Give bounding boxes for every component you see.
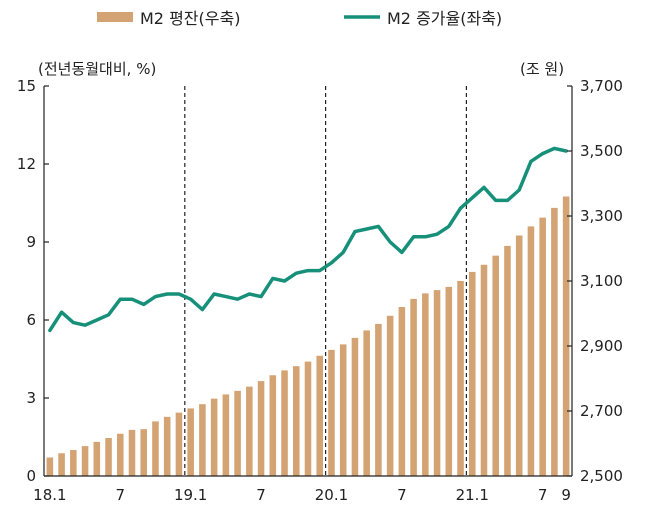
bar-2019-11 (304, 361, 312, 476)
legend-bar-label: M2 평잔(우축) (140, 9, 240, 28)
legend: M2 평잔(우축) M2 증가율(좌축) (97, 9, 502, 28)
bar-2020-09 (422, 293, 429, 476)
bar-2020-08 (410, 298, 417, 477)
bar-2018-08 (128, 429, 136, 476)
bar-2019-10 (292, 366, 300, 476)
bar-2019-07 (257, 381, 265, 476)
growth-rate-line (48, 146, 568, 333)
bar-2018-09 (140, 429, 148, 476)
legend-bar-swatch (97, 12, 133, 22)
bar-2021-06 (527, 226, 535, 476)
right-axis-tick-label: 3,700 (580, 77, 623, 95)
bar-2021-03 (492, 255, 500, 476)
bar-2020-03 (351, 337, 359, 477)
bar-2018-06 (105, 437, 112, 476)
bar-2021-02 (480, 264, 488, 476)
x-axis-tick-label: 7 (115, 486, 125, 504)
bar-2019-05 (234, 390, 241, 476)
year-dividers (184, 86, 467, 476)
x-axis-tick-label: 7 (538, 486, 548, 504)
x-axis-tick-label: 7 (256, 486, 266, 504)
bar-2020-07 (398, 307, 406, 476)
bar-2019-08 (269, 375, 277, 476)
bar-2021-01 (468, 271, 476, 476)
bar-2020-05 (375, 323, 382, 476)
line-series (48, 146, 568, 333)
x-axis-tick-label: 19.1 (174, 486, 207, 504)
bar-2019-06 (246, 386, 253, 477)
bar-2018-02 (58, 453, 65, 476)
bar-2020-02 (339, 344, 347, 477)
x-axis-tick-label: 7 (397, 486, 407, 504)
left-axis-title: (전년동월대비, %) (38, 60, 156, 78)
axes: 0 3 6 9 12 15 2,500 2,700 2,900 3,100 3,300 3,500 3,… (17, 77, 623, 504)
x-axis-tick-label: 20.1 (315, 486, 348, 504)
bar-2019-09 (281, 370, 288, 477)
bar-2018-04 (81, 446, 89, 476)
bar-2020-01 (328, 349, 335, 476)
left-axis-tick-label: 3 (26, 389, 36, 407)
bar-2018-11 (163, 416, 171, 476)
right-axis-tick-label: 3,100 (580, 272, 623, 290)
bar-2020-12 (457, 281, 464, 476)
right-axis-tick-label: 2,700 (580, 402, 623, 420)
x-axis-tick-label: 18.1 (33, 486, 66, 504)
bar-2018-10 (152, 421, 159, 476)
bar-2019-02 (199, 404, 206, 476)
left-axis-tick-label: 0 (26, 467, 36, 485)
x-axis-tick-label: 9 (561, 486, 571, 504)
right-axis-tick-label: 3,500 (580, 142, 623, 160)
bar-2018-05 (93, 441, 101, 477)
bar-2020-10 (433, 290, 441, 476)
right-axis-tick-label: 2,900 (580, 337, 623, 355)
right-axis-title: (조 원) (520, 60, 564, 78)
bar-2021-08 (551, 207, 558, 477)
bar-series (46, 196, 570, 477)
bar-2021-07 (539, 217, 546, 477)
bar-2020-04 (363, 330, 370, 476)
left-axis-tick-label: 6 (26, 311, 36, 329)
bar-2018-07 (116, 433, 124, 476)
bar-2021-04 (504, 245, 511, 476)
bar-2020-06 (386, 315, 394, 476)
left-axis-tick-label: 15 (17, 77, 36, 95)
bar-2021-09 (562, 196, 570, 476)
bar-2019-03 (210, 398, 218, 476)
bar-2019-04 (222, 394, 230, 476)
bar-2021-05 (515, 235, 523, 476)
bar-2020-11 (445, 286, 453, 476)
right-axis-tick-label: 2,500 (580, 467, 623, 485)
x-axis-tick-label: 21.1 (456, 486, 489, 504)
bar-2018-01 (46, 457, 54, 476)
bar-2019-12 (316, 355, 324, 476)
bar-2018-03 (70, 450, 77, 476)
right-axis-tick-label: 3,300 (580, 207, 623, 225)
bar-2019-01 (187, 408, 194, 476)
bar-2018-12 (175, 412, 183, 477)
left-axis-tick-label: 9 (26, 233, 36, 251)
left-axis-tick-label: 12 (17, 155, 36, 173)
legend-line-label: M2 증가율(좌축) (387, 9, 502, 28)
